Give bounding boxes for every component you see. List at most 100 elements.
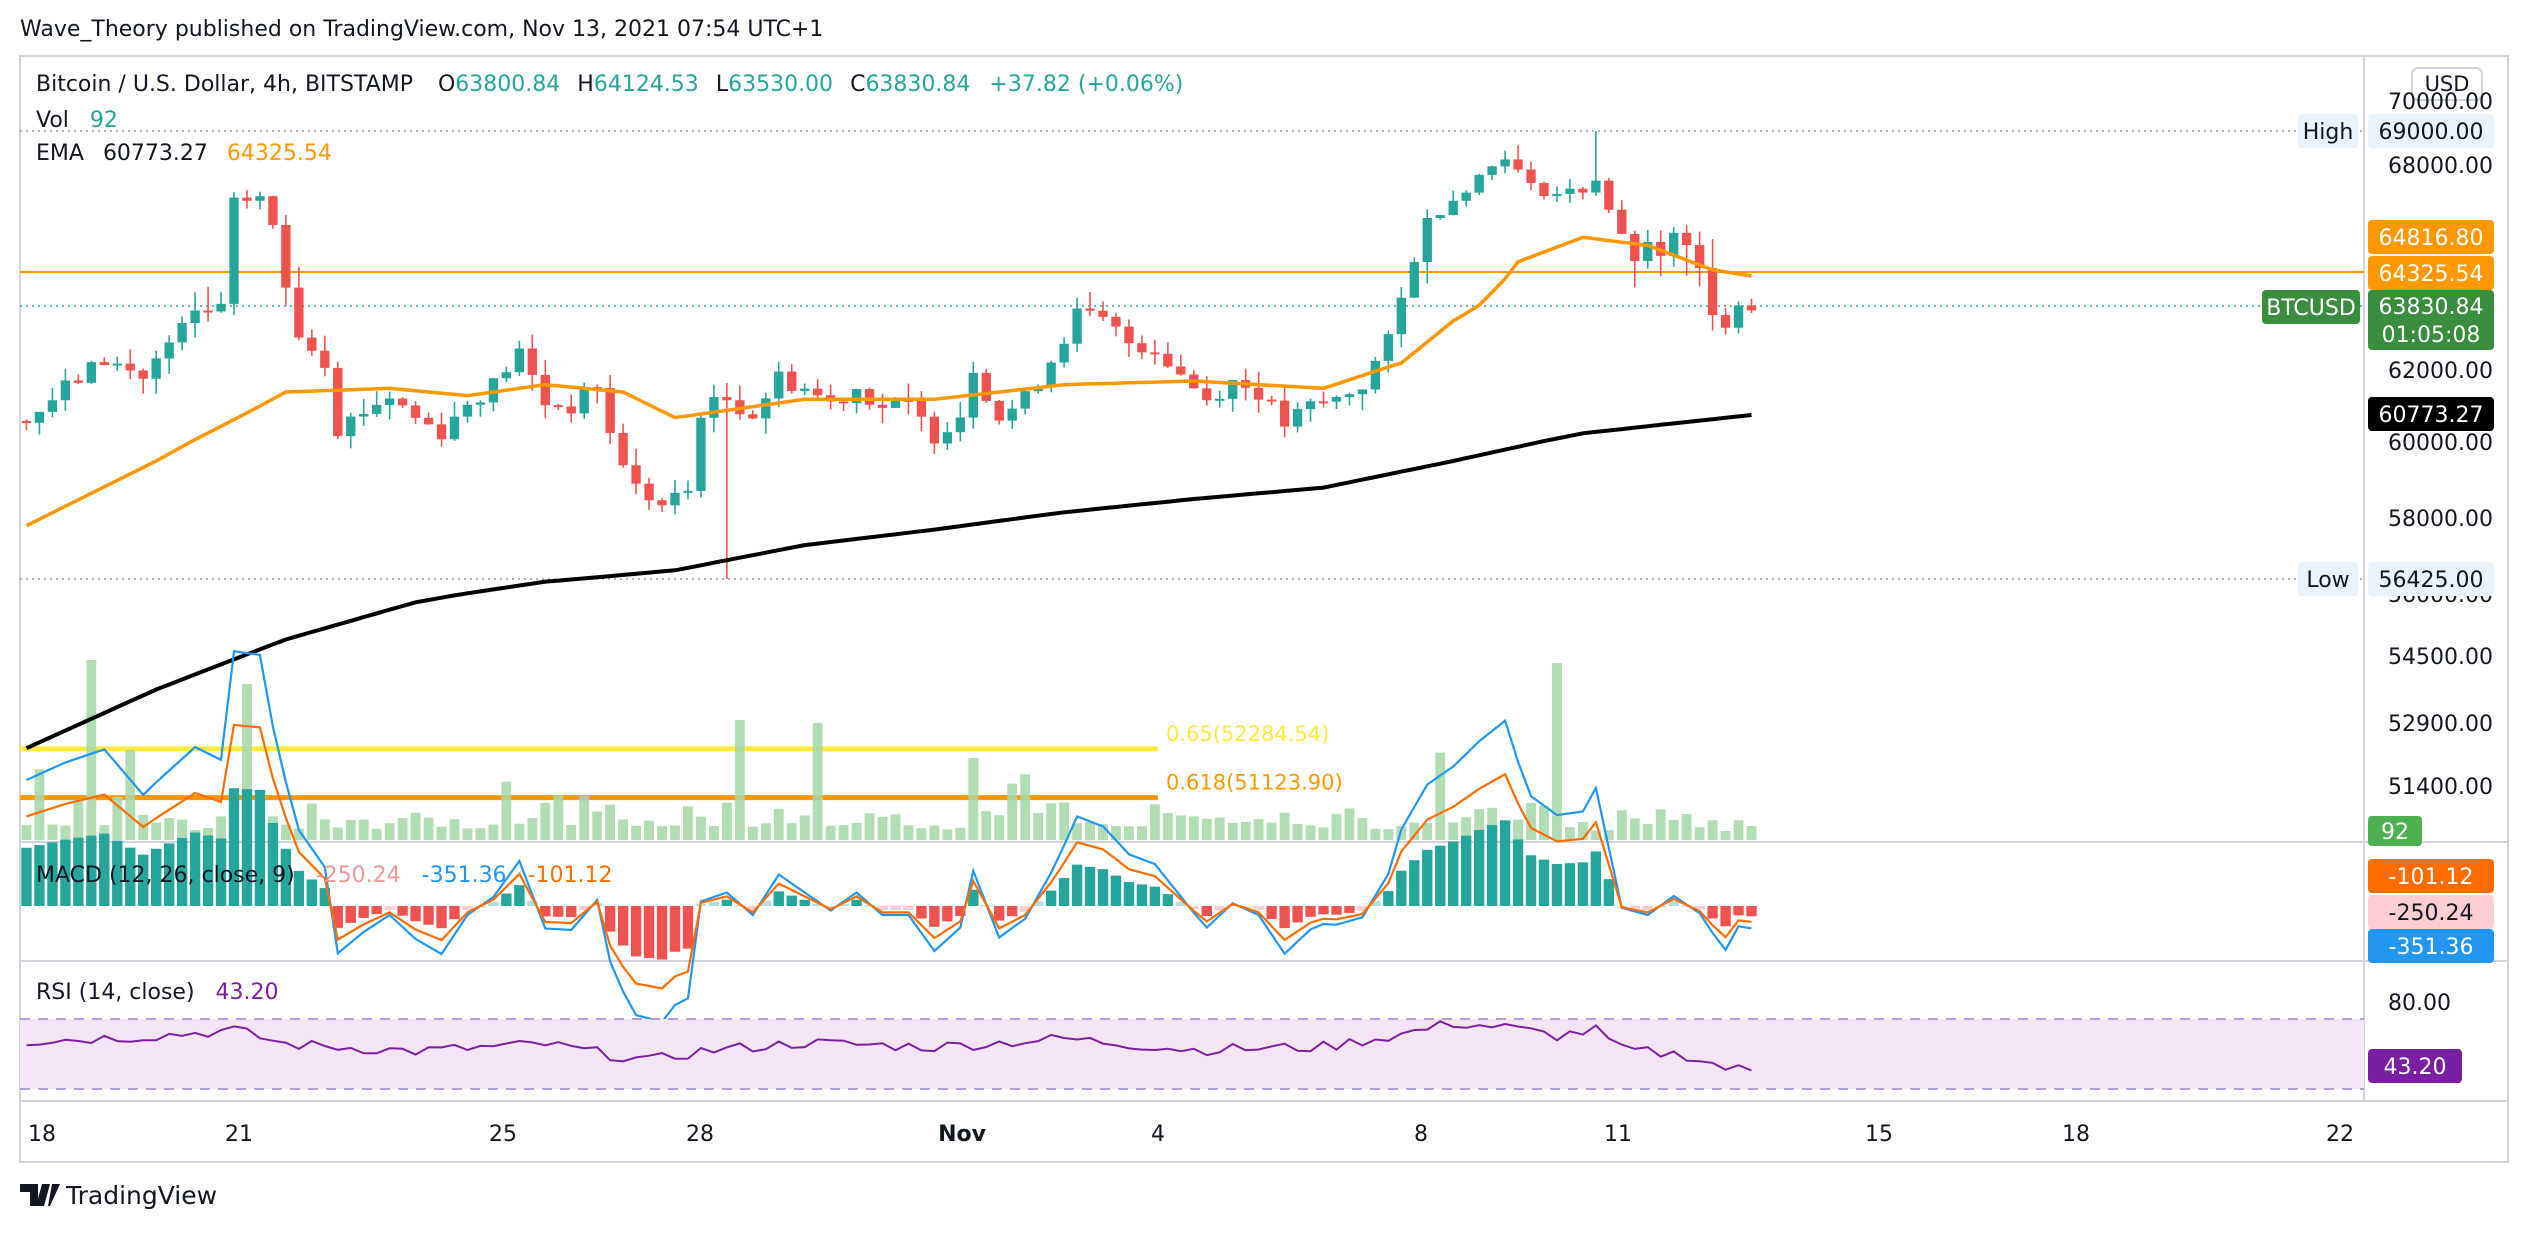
macd-histogram-bar <box>1253 906 1264 911</box>
volume-bar <box>1279 812 1290 840</box>
volume-bar <box>786 823 797 840</box>
volume-bar <box>1136 826 1147 840</box>
volume-bar <box>436 826 447 840</box>
currency-button[interactable]: USD <box>2425 72 2470 96</box>
candle-body <box>1007 408 1017 421</box>
time-axis-label: 28 <box>686 1122 714 1147</box>
rsi-line <box>26 1020 1752 1072</box>
candle-body <box>112 363 122 366</box>
legend-macd-label[interactable]: MACD (12, 26, close, 9) <box>36 863 295 888</box>
macd-histogram-bar <box>643 906 655 958</box>
rsi-axis-label: 80.00 <box>2388 991 2451 1016</box>
volume-bar <box>1175 815 1186 840</box>
volume-bar <box>968 758 979 840</box>
volume-bar <box>696 816 706 840</box>
macd-histogram-bar <box>112 840 123 906</box>
candle-body <box>1111 316 1121 327</box>
volume-bar <box>1033 813 1044 840</box>
candle-body <box>320 350 330 368</box>
volume-tag-bg <box>2368 816 2422 846</box>
candle-body <box>761 398 771 419</box>
candle-body <box>1344 394 1355 397</box>
macd-histogram-bar <box>176 837 188 906</box>
legend-volume: Vol 92 <box>36 108 118 133</box>
volume-bar <box>1357 818 1368 840</box>
volume-bar <box>1214 817 1225 840</box>
macd-histogram-bar <box>1629 906 1640 909</box>
price-axis[interactable]: 70000.00 68000.00 62000.00 60000.00 58000.00… <box>2368 90 2494 1083</box>
candle-body <box>683 490 693 493</box>
candle-body <box>1318 401 1329 404</box>
macd-histogram-bar <box>1214 906 1225 911</box>
candle-body <box>1098 310 1108 317</box>
volume-bar <box>1590 830 1601 840</box>
macd-histogram-bar <box>60 839 71 906</box>
volume-bar <box>1098 824 1108 840</box>
macd-histogram-bar <box>1175 901 1187 906</box>
legend-vol-label[interactable]: Vol <box>36 108 69 133</box>
rsi-axis-value: 43.20 <box>2384 1055 2447 1080</box>
tradingview-logo[interactable]: TradingView <box>20 1181 217 1210</box>
macd-histogram-bar <box>1707 906 1718 919</box>
time-axis[interactable]: 18 21 25 28 Nov 4 8 11 15 18 22 <box>28 1122 2354 1147</box>
macd-histogram-bar <box>1318 906 1329 915</box>
volume-bar <box>553 795 564 840</box>
volume-bar <box>760 823 771 840</box>
candle-body <box>1072 308 1082 344</box>
currency-button-bg[interactable] <box>2411 67 2483 101</box>
volume-bar <box>851 822 862 840</box>
macd-histogram-bar <box>1577 862 1589 906</box>
volume-bar <box>1383 829 1394 840</box>
candle-body <box>579 387 589 414</box>
legend-high-label: H <box>577 72 594 97</box>
macd-histogram-bar <box>721 899 733 906</box>
macd-histogram-bar <box>527 900 538 906</box>
high-tag-value-bg <box>2368 114 2494 148</box>
volume-bar <box>371 828 382 840</box>
volume-bar <box>125 750 136 840</box>
ema-fast-tag-bg <box>2368 256 2494 290</box>
candle-body <box>657 500 667 506</box>
candle-body <box>1604 180 1614 210</box>
legend-macd: MACD (12, 26, close, 9) -250.24 -351.36 … <box>36 863 612 888</box>
legend-rsi: RSI (14, close) 43.20 <box>36 980 279 1005</box>
fib-label-0: 0.65(52284.54) <box>1166 722 1329 746</box>
legend-symbol[interactable]: Bitcoin / U.S. Dollar, 4h, BITSTAMP <box>36 72 413 97</box>
tradingview-logo-icon <box>20 1184 60 1206</box>
volume-bar <box>747 826 758 840</box>
time-axis-label: 15 <box>1865 1122 1893 1147</box>
candle-body <box>1720 315 1731 328</box>
macd-histogram-bar <box>254 789 266 906</box>
volume-bar <box>60 825 71 840</box>
candle-body <box>1357 389 1368 395</box>
macd-histogram-bar <box>747 906 759 911</box>
macd-histogram-bar <box>708 901 720 906</box>
macd-histogram-bar <box>1279 906 1290 929</box>
volume-bar <box>825 825 836 840</box>
macd-histogram-bar <box>1305 906 1316 917</box>
candle-body <box>812 388 823 396</box>
price-tags: High 69000.00 Low 56425.00 64816.80 64325.54 B… <box>2262 114 2494 846</box>
volume-bar <box>216 816 226 840</box>
price-axis-label: 51400.00 <box>2388 775 2493 800</box>
signal-line <box>26 723 1752 990</box>
legend-low-value: 63530.00 <box>728 72 833 97</box>
candle-body <box>877 404 888 408</box>
candle-body <box>929 416 940 444</box>
volume-bar <box>799 815 810 840</box>
volume-bar <box>644 820 654 840</box>
macd-histogram-bar <box>319 888 330 906</box>
candle-body <box>787 371 797 392</box>
volume-bar <box>605 804 616 840</box>
candle-body <box>423 417 434 425</box>
volume-bar <box>1474 809 1485 840</box>
volume-bar <box>1616 810 1627 840</box>
legend-ema-label[interactable]: EMA <box>36 141 84 166</box>
volume-bar <box>1253 819 1264 840</box>
macd-histogram-bar <box>553 906 564 917</box>
macd-histogram-bar <box>838 903 849 906</box>
legend-rsi-label[interactable]: RSI (14, close) <box>36 980 195 1005</box>
candle-body <box>1617 209 1627 234</box>
volume-bar <box>592 811 603 840</box>
